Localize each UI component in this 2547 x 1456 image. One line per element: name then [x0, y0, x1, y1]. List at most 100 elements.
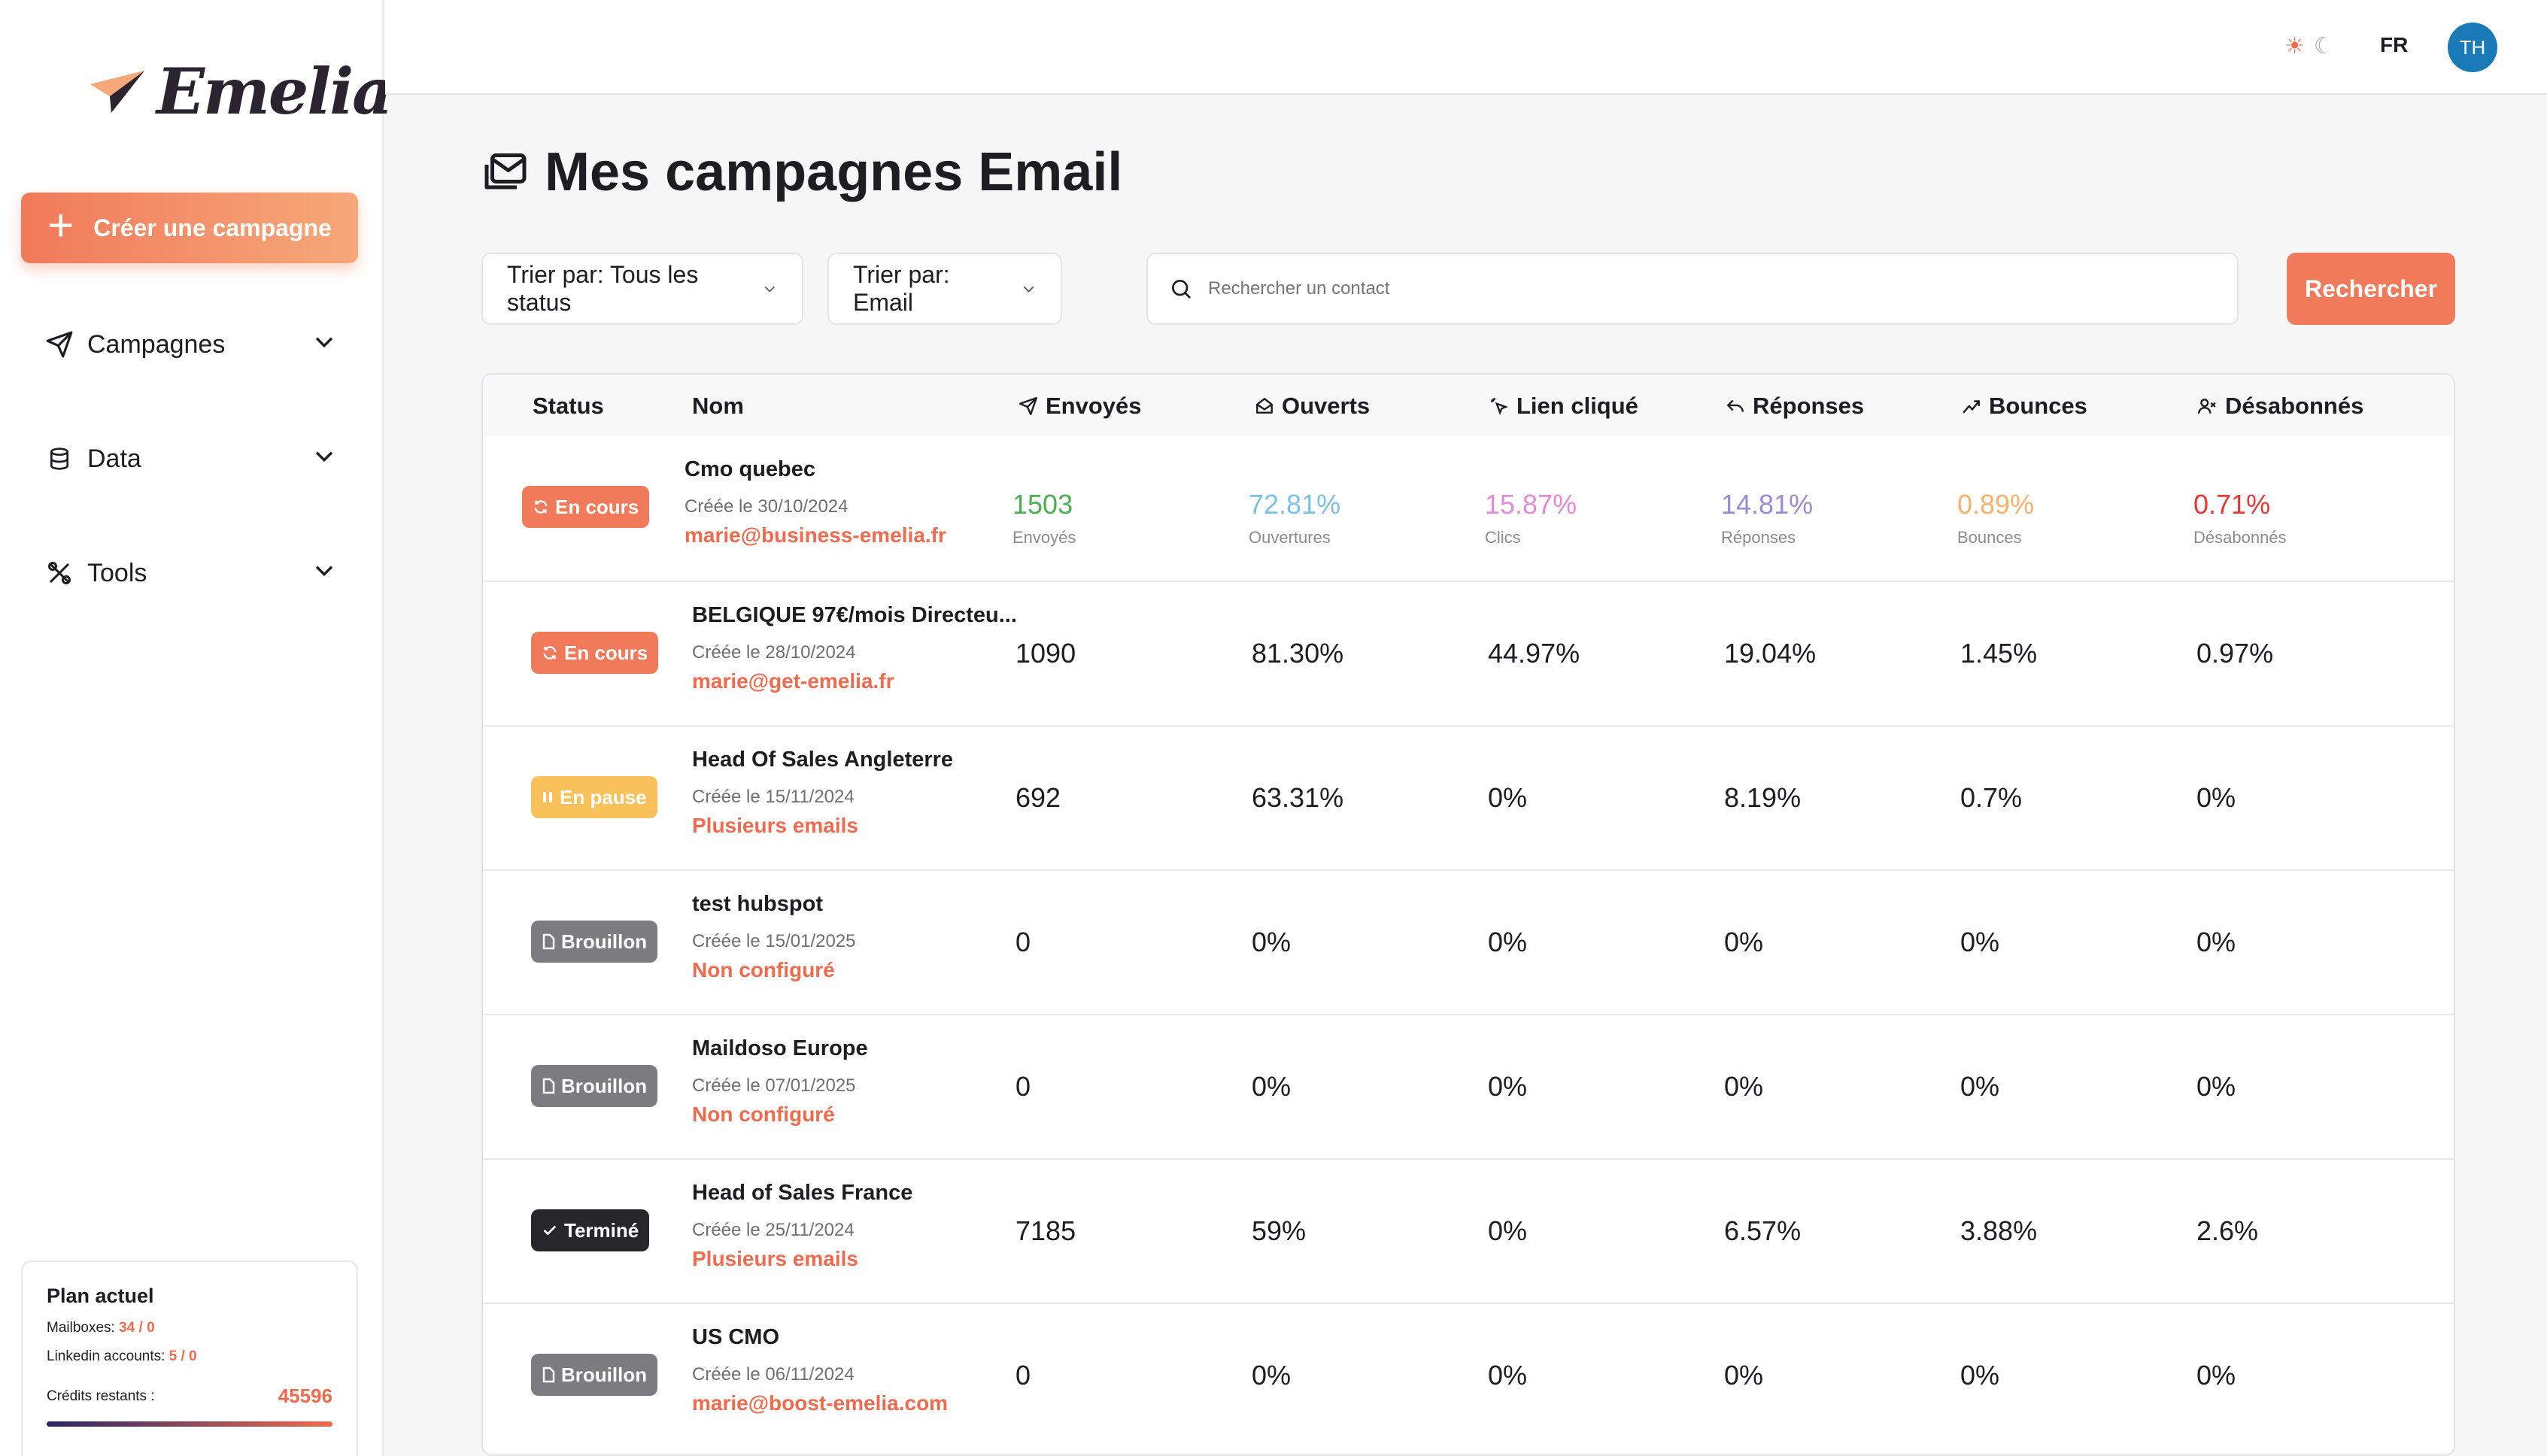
file-icon — [542, 1367, 555, 1383]
credits-value: 45596 — [278, 1385, 332, 1407]
envelope-open-icon — [1256, 398, 1273, 414]
value-bounces: 0% — [1960, 927, 2000, 957]
nav-item-tools[interactable]: Tools — [44, 551, 337, 596]
table-row[interactable]: Brouillon Maildoso Europe Créée le 07/01… — [483, 1014, 2454, 1158]
nav-item-campagnes[interactable]: Campagnes — [44, 322, 337, 367]
mailboxes-value: 34 / 0 — [119, 1320, 155, 1336]
value-bounces: 0% — [1960, 1360, 2000, 1391]
header-name[interactable]: Nom — [692, 393, 744, 419]
value-opened: 59% — [1252, 1215, 1307, 1246]
nav-item-label: Campagnes — [87, 329, 226, 359]
topbar: ☀ ☾ FR TH — [385, 0, 2547, 95]
cursor-click-icon — [1491, 398, 1509, 416]
value-unsubscribed: 0% — [2196, 1071, 2236, 1102]
campaign-date: Créée le 28/10/2024 — [692, 642, 856, 663]
database-icon — [44, 443, 75, 475]
plan-card: Plan actuel Mailboxes: 34 / 0 Linkedin a… — [21, 1260, 358, 1456]
campaign-name[interactable]: BELGIQUE 97€/mois Directeu... — [692, 603, 1017, 627]
table-row[interactable]: En cours Cmo quebec Créée le 30/10/2024 … — [483, 436, 2454, 581]
value-replies: 8.19% — [1724, 782, 1802, 813]
value-clicked: 0% — [1488, 927, 1528, 957]
value-replies: 6.57% — [1724, 1215, 1802, 1246]
campaign-email[interactable]: Plusieurs emails — [692, 814, 859, 837]
stat-unsubscribed: 0.71% Désabonnés — [2193, 489, 2287, 547]
header-opened[interactable]: Ouverts — [1255, 393, 1370, 420]
mail-stack-icon — [484, 153, 527, 190]
header-unsubscribed[interactable]: Désabonnés — [2196, 393, 2363, 420]
nav-item-data[interactable]: Data — [44, 436, 337, 481]
language-selector[interactable]: FR — [2380, 33, 2409, 56]
value-clicked: 0% — [1488, 1360, 1528, 1391]
paper-plane-logo-icon — [90, 70, 144, 113]
send-icon — [44, 329, 75, 360]
campaign-date: Créée le 07/01/2025 — [692, 1075, 856, 1096]
value-opened: 81.30% — [1252, 638, 1344, 669]
refresh-icon — [534, 500, 548, 514]
value-clicked: 0% — [1488, 1215, 1528, 1246]
campaign-name[interactable]: Maildoso Europe — [692, 1036, 868, 1060]
chevron-down-icon — [765, 286, 776, 293]
campaign-email[interactable]: Plusieurs emails — [692, 1247, 859, 1270]
value-sent: 0 — [1015, 1071, 1031, 1102]
campaign-email[interactable]: Non configuré — [692, 1103, 835, 1126]
campaign-name[interactable]: Head Of Sales Angleterre — [692, 748, 954, 772]
email-filter-dropdown[interactable]: Trier par: Email — [827, 253, 1062, 325]
value-clicked: 0% — [1488, 782, 1528, 813]
stat-replies: 14.81% Réponses — [1721, 489, 1814, 547]
header-bounces[interactable]: Bounces — [1962, 393, 2087, 420]
search-box[interactable] — [1146, 253, 2239, 325]
campaign-date: Créée le 06/11/2024 — [692, 1364, 855, 1385]
plan-linkedin: Linkedin accounts: 5 / 0 — [47, 1348, 197, 1364]
page-title: Mes campagnes Email — [481, 141, 1122, 203]
table-row[interactable]: Brouillon US CMO Créée le 06/11/2024 mar… — [483, 1303, 2454, 1447]
status-badge: Brouillon — [531, 1354, 658, 1396]
value-opened: 0% — [1252, 1071, 1292, 1102]
table-row[interactable]: En pause Head Of Sales Angleterre Créée … — [483, 725, 2454, 869]
chevron-down-icon — [311, 329, 337, 361]
campaign-name[interactable]: Cmo quebec — [685, 457, 816, 481]
value-clicked: 0% — [1488, 1071, 1528, 1102]
tools-icon — [44, 557, 75, 589]
value-unsubscribed: 0% — [2196, 782, 2236, 813]
value-sent: 0 — [1015, 927, 1031, 957]
campaign-email[interactable]: marie@get-emelia.fr — [692, 669, 894, 693]
brand-name: Emelia — [156, 54, 393, 129]
campaign-name[interactable]: test hubspot — [692, 892, 823, 916]
search-input[interactable] — [1208, 278, 2186, 299]
file-icon — [542, 933, 555, 950]
avatar[interactable]: TH — [2448, 23, 2497, 72]
send-icon — [1018, 396, 1038, 416]
campaign-email[interactable]: marie@boost-emelia.com — [692, 1391, 949, 1415]
header-clicked[interactable]: Lien cliqué — [1489, 393, 1638, 420]
brand-logo[interactable]: Emelia — [89, 54, 393, 129]
header-sent[interactable]: Envoyés — [1018, 393, 1142, 420]
campaign-name[interactable]: US CMO — [692, 1325, 779, 1349]
linkedin-value: 5 / 0 — [168, 1348, 197, 1364]
value-sent: 7185 — [1015, 1215, 1076, 1246]
header-replies[interactable]: Réponses — [1726, 393, 1864, 420]
stat-sent: 1503 Envoyés — [1012, 489, 1076, 547]
table-row[interactable]: Terminé Head of Sales France Créée le 25… — [483, 1158, 2454, 1303]
value-opened: 0% — [1252, 927, 1292, 957]
email-filter-label: Trier par: Email — [853, 261, 950, 316]
sun-icon[interactable]: ☀ — [2284, 34, 2305, 59]
table-row[interactable]: En cours BELGIQUE 97€/mois Directeu... C… — [483, 581, 2454, 725]
header-status[interactable]: Status — [533, 393, 604, 419]
campaign-date: Créée le 15/01/2025 — [692, 931, 856, 951]
search-button[interactable]: Rechercher — [2287, 253, 2455, 325]
campaign-name[interactable]: Head of Sales France — [692, 1181, 913, 1205]
campaign-email[interactable]: Non configuré — [692, 958, 835, 981]
file-icon — [542, 1078, 555, 1094]
table-header: Status Nom Envoyés Ouverts Lien cliqué R… — [483, 375, 2454, 436]
status-badge: Brouillon — [531, 1065, 658, 1107]
theme-toggle[interactable]: ☀ ☾ — [2284, 33, 2334, 59]
campaign-email[interactable]: marie@business-emelia.fr — [685, 523, 946, 547]
chevron-down-icon — [1023, 286, 1034, 293]
nav-item-label: Data — [87, 444, 141, 473]
status-filter-dropdown[interactable]: Trier par: Tous les status — [481, 253, 803, 325]
table-row[interactable]: Brouillon test hubspot Créée le 15/01/20… — [483, 869, 2454, 1014]
create-campaign-button[interactable]: + Créer une campagne — [21, 193, 358, 263]
moon-icon[interactable]: ☾ — [2313, 34, 2334, 59]
value-sent: 1090 — [1015, 638, 1076, 669]
chevron-down-icon — [311, 443, 337, 475]
